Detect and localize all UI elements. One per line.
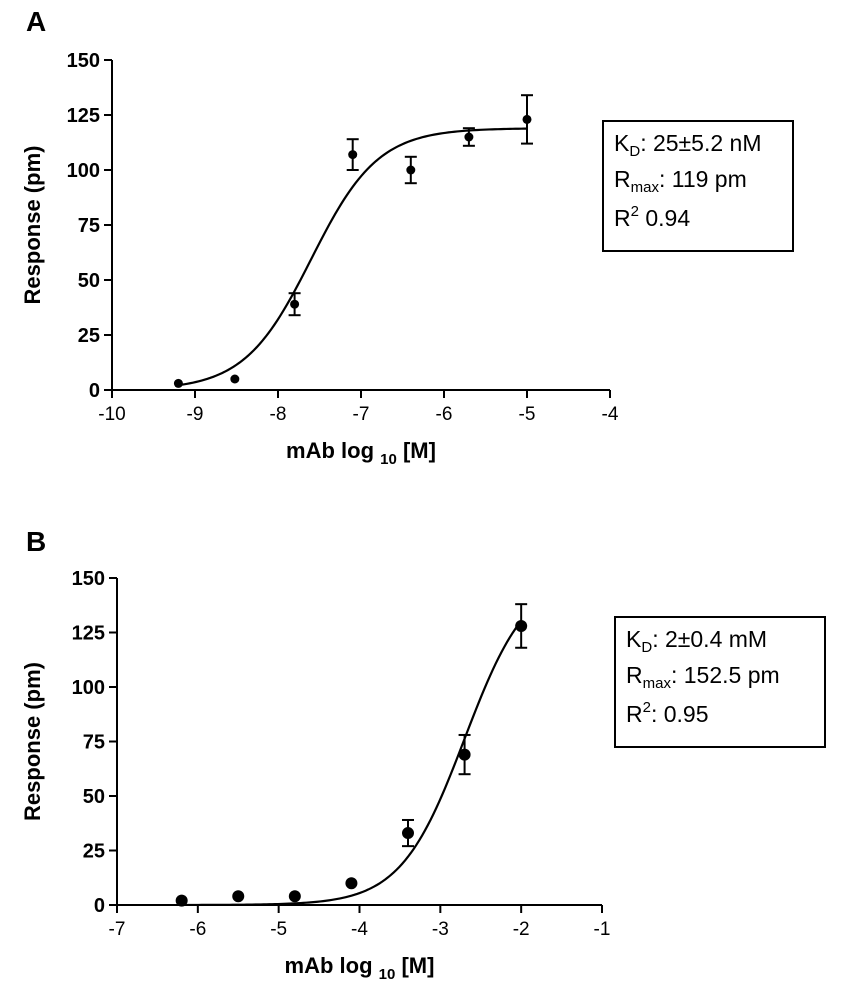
y-tick-label: 50 bbox=[78, 270, 100, 292]
x-tick-label: -7 bbox=[109, 919, 126, 940]
stats-box-a: KD: 25±5.2 nM Rmax: 119 pm R2 0.94 bbox=[602, 120, 794, 252]
data-point bbox=[345, 877, 358, 890]
data-point bbox=[406, 165, 416, 175]
data-point bbox=[173, 378, 183, 388]
data-point bbox=[288, 890, 301, 903]
x-tick-label: -2 bbox=[513, 919, 530, 940]
y-axis-label: Response (pm) bbox=[20, 662, 45, 821]
rmax-stat: Rmax: 119 pm bbox=[614, 166, 747, 196]
rmax-stat: Rmax: 152.5 pm bbox=[626, 662, 780, 692]
y-tick-label: 75 bbox=[78, 215, 100, 237]
y-tick-label: 125 bbox=[67, 105, 100, 127]
chart-panel-a: A 0 25 50 75 100 125 150 -10 -9 -8 -7 -6 -5 -4 Respons… bbox=[20, 6, 794, 468]
chart-panel-b: B 0 25 50 75 100 125 150 -7 -6 -5 -4 -3 -2 -1 Response… bbox=[0, 520, 860, 1000]
data-point bbox=[522, 114, 532, 124]
x-tick-label: -3 bbox=[432, 919, 449, 940]
x-tick-label: -8 bbox=[270, 404, 287, 425]
y-axis-label: Response (pm) bbox=[20, 146, 45, 305]
data-point bbox=[290, 299, 300, 309]
data-point bbox=[232, 890, 245, 903]
x-axis-label-text: mAb log bbox=[285, 953, 379, 978]
r-squared-stat: R2: 0.95 bbox=[626, 699, 709, 727]
data-point bbox=[348, 150, 358, 160]
r-squared-stat: R2 0.94 bbox=[614, 203, 691, 231]
x-axis-label: mAb log 10 [M] bbox=[286, 438, 436, 468]
y-tick-label: 75 bbox=[83, 732, 105, 754]
x-tick-label: -4 bbox=[351, 919, 368, 940]
x-axis-label-subscript: 10 bbox=[379, 966, 396, 983]
x-tick-label: -4 bbox=[602, 404, 619, 425]
y-tick-label: 150 bbox=[72, 568, 105, 590]
data-point bbox=[464, 132, 474, 142]
y-tick-label: 150 bbox=[67, 50, 100, 72]
fit-curve bbox=[181, 620, 523, 907]
y-tick-label: 100 bbox=[72, 677, 105, 699]
y-tick-label: 0 bbox=[89, 380, 100, 402]
y-tick-label: 50 bbox=[83, 786, 105, 808]
chart-a-plot: 0 25 50 75 100 125 150 -10 -9 -8 -7 -6 -5 -4 Response … bbox=[20, 50, 619, 468]
x-axis-label-subscript: 10 bbox=[380, 451, 397, 468]
data-point bbox=[458, 748, 471, 761]
kd-stat: KD: 2±0.4 mM bbox=[626, 626, 768, 656]
data-point bbox=[230, 374, 240, 384]
x-tick-label: -7 bbox=[353, 404, 370, 425]
data-point bbox=[515, 619, 528, 632]
x-tick-label: -5 bbox=[519, 404, 536, 425]
x-tick-label: -1 bbox=[594, 919, 611, 940]
y-tick-label: 25 bbox=[78, 325, 100, 347]
kd-stat: KD: 25±5.2 nM bbox=[614, 130, 762, 160]
data-point bbox=[175, 894, 188, 907]
x-tick-label: -6 bbox=[436, 404, 453, 425]
x-tick-label: -6 bbox=[189, 919, 206, 940]
y-tick-label: 125 bbox=[72, 623, 105, 645]
x-axis-label-unit: [M] bbox=[395, 953, 434, 978]
panel-label: A bbox=[26, 6, 47, 37]
stats-box-b: KD: 2±0.4 mM Rmax: 152.5 pm R2: 0.95 bbox=[614, 616, 826, 748]
x-axis-label-text: mAb log bbox=[286, 438, 380, 463]
y-tick-label: 25 bbox=[83, 841, 105, 863]
panel-label: B bbox=[26, 526, 47, 557]
x-tick-label: -5 bbox=[270, 919, 287, 940]
y-tick-label: 100 bbox=[67, 160, 100, 182]
x-tick-label: -10 bbox=[98, 404, 125, 425]
chart-b-plot: 0 25 50 75 100 125 150 -7 -6 -5 -4 -3 -2 -1 Response (… bbox=[20, 568, 611, 983]
x-axis-label-unit: [M] bbox=[397, 438, 436, 463]
x-tick-label: -9 bbox=[187, 404, 204, 425]
data-point bbox=[402, 827, 414, 840]
y-tick-label: 0 bbox=[94, 895, 105, 917]
x-axis-label: mAb log 10 [M] bbox=[285, 953, 435, 983]
